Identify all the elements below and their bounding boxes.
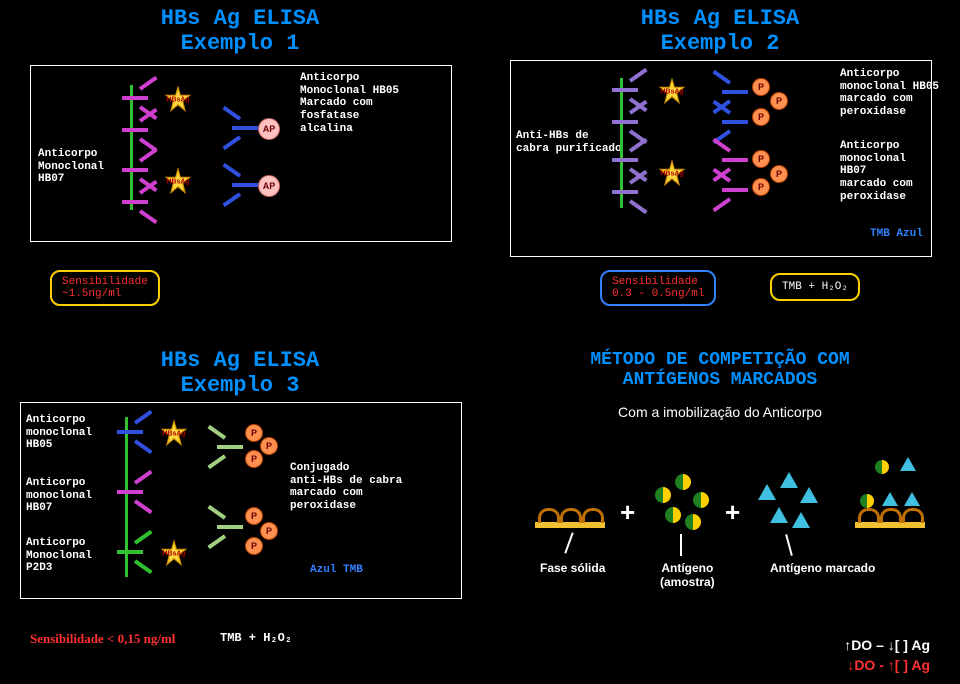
star2-1: HBsAg	[658, 78, 686, 106]
p3-6: P	[245, 537, 263, 555]
label-ex2-tmb: TMB Azul	[870, 228, 923, 241]
p3-4: P	[245, 507, 263, 525]
ag-s-5	[685, 514, 701, 530]
panel-comp: MÉTODO DE COMPETIÇÃO COM ANTÍGENOS MARCA…	[480, 342, 960, 684]
ag-s-4	[665, 507, 681, 523]
ab-mag-4	[120, 187, 160, 217]
ap-dot-1: AP	[258, 118, 280, 140]
pdot-4: P	[752, 150, 770, 168]
panel-ex3: HBs Ag ELISA Exemplo 3 Anticorpo monoclo…	[0, 342, 480, 684]
ag-bd-1	[860, 494, 874, 508]
l-amostra: Antígeno (amostra)	[660, 562, 715, 590]
ag-m-1	[758, 484, 776, 500]
ab3c-1	[205, 432, 245, 462]
star3-2: HBsAg	[160, 540, 188, 568]
panel-ex1: HBs Ag ELISA Exemplo 1 Anticorpo Monoclo…	[0, 0, 480, 342]
title-comp-l2: ANTÍGENOS MARCADOS	[480, 370, 960, 390]
pdot-5: P	[770, 165, 788, 183]
eq1: ↑DO – ↓[ ] Ag	[844, 637, 930, 653]
pdot-3: P	[752, 108, 770, 126]
tri-bd-2	[904, 492, 920, 506]
ap-dot-2: AP	[258, 175, 280, 197]
star-hbsag-2: HBsAg	[164, 168, 192, 196]
ab-pur-2	[610, 107, 650, 137]
cup-2b	[880, 508, 902, 523]
ab-blue-1	[220, 113, 260, 143]
title-ex3-l1: HBs Ag ELISA	[0, 348, 480, 373]
pill-sens-2: Sensibilidade 0.3 - 0.5ng/ml	[600, 270, 716, 306]
cup-1b	[560, 508, 582, 523]
ag-free	[875, 460, 889, 474]
cup-2a	[858, 508, 880, 523]
stage: { "panels":[ {"x":0,"y":0,"w":480,"h":34…	[0, 0, 960, 684]
arr-fase	[564, 532, 573, 553]
l-ex3-2: Anticorpo monoclonal HB07	[26, 477, 92, 515]
pdot-6: P	[752, 178, 770, 196]
sub-comp: Com a imobilização do Anticorpo	[480, 404, 960, 420]
ab3-3	[115, 537, 155, 567]
arr-marc	[785, 534, 793, 556]
ab-mag-2	[120, 115, 160, 145]
label-ex2-left: Anti-HBs de cabra purificado	[516, 130, 622, 155]
title-ex2-l1: HBs Ag ELISA	[480, 6, 960, 31]
ab3c-2	[205, 512, 245, 542]
p3-3: P	[245, 450, 263, 468]
l-ex3-azul: Azul TMB	[310, 564, 363, 577]
tri-free	[900, 457, 916, 471]
label-ex2-r2: Anticorpo monoclonal HB07 marcado com pe…	[840, 140, 913, 203]
ab2-m2	[710, 175, 750, 205]
l-ex3-1: Anticorpo monoclonal HB05	[26, 414, 92, 452]
label-ex1-right: Anticorpo Monoclonal HB05 Marcado com fo…	[300, 72, 399, 135]
star2-2: HBsAg	[658, 160, 686, 188]
p3-2: P	[260, 437, 278, 455]
plus-1: +	[620, 497, 635, 528]
ab3-2	[115, 477, 155, 507]
eq2: ↓DO - ↑[ ] Ag	[847, 657, 930, 673]
ag-m-2	[780, 472, 798, 488]
label-ex2-r1: Anticorpo monoclonal HB05 marcado com pe…	[840, 68, 939, 119]
ag-s-2	[675, 474, 691, 490]
ag-s-3	[693, 492, 709, 508]
arr-amostra	[680, 534, 682, 556]
l-ex3-conj: Conjugado anti-HBs de cabra marcado com …	[290, 462, 402, 513]
ag-s-1	[655, 487, 671, 503]
l-fase: Fase sólida	[540, 562, 605, 576]
label-ex1-left: Anticorpo Monoclonal HB07	[38, 148, 104, 186]
title-comp-l1: MÉTODO DE COMPETIÇÃO COM	[480, 350, 960, 370]
ag-m-3	[800, 487, 818, 503]
ag-m-5	[792, 512, 810, 528]
cup-1a	[538, 508, 560, 523]
title-ex1-l2: Exemplo 1	[0, 31, 480, 56]
ab3-1	[115, 417, 155, 447]
p3-5: P	[260, 522, 278, 540]
pill-sens-1: Sensibilidade ~1.5ng/ml	[50, 270, 160, 306]
plus-2: +	[725, 497, 740, 528]
tri-bd-1	[882, 492, 898, 506]
panel-ex2: HBs Ag ELISA Exemplo 2 Anti-HBs de cabra…	[480, 0, 960, 342]
title-ex1-l1: HBs Ag ELISA	[0, 6, 480, 31]
star3-1: HBsAg	[160, 420, 188, 448]
l-ex3-3: Anticorpo Monoclonal P2D3	[26, 537, 92, 575]
pdot-1: P	[752, 78, 770, 96]
ab-pur-4	[610, 177, 650, 207]
l-marcado: Antígeno marcado	[770, 562, 875, 576]
ab2-b2	[710, 107, 750, 137]
title-ex3-l2: Exemplo 3	[0, 373, 480, 398]
ag-m-4	[770, 507, 788, 523]
p3-1: P	[245, 424, 263, 442]
ab-blue-2	[220, 170, 260, 200]
pill-tmb-2: TMB + H₂O₂	[770, 273, 860, 301]
title-ex2-l2: Exemplo 2	[480, 31, 960, 56]
star-hbsag-1: HBsAg	[164, 86, 192, 114]
cup-1c	[582, 508, 604, 523]
cup-2c	[902, 508, 924, 523]
pdot-2: P	[770, 92, 788, 110]
l-ex3-sens: Sensibilidade < 0,15 ng/ml	[30, 632, 175, 647]
l-ex3-formula: TMB + H₂O₂	[220, 632, 292, 646]
